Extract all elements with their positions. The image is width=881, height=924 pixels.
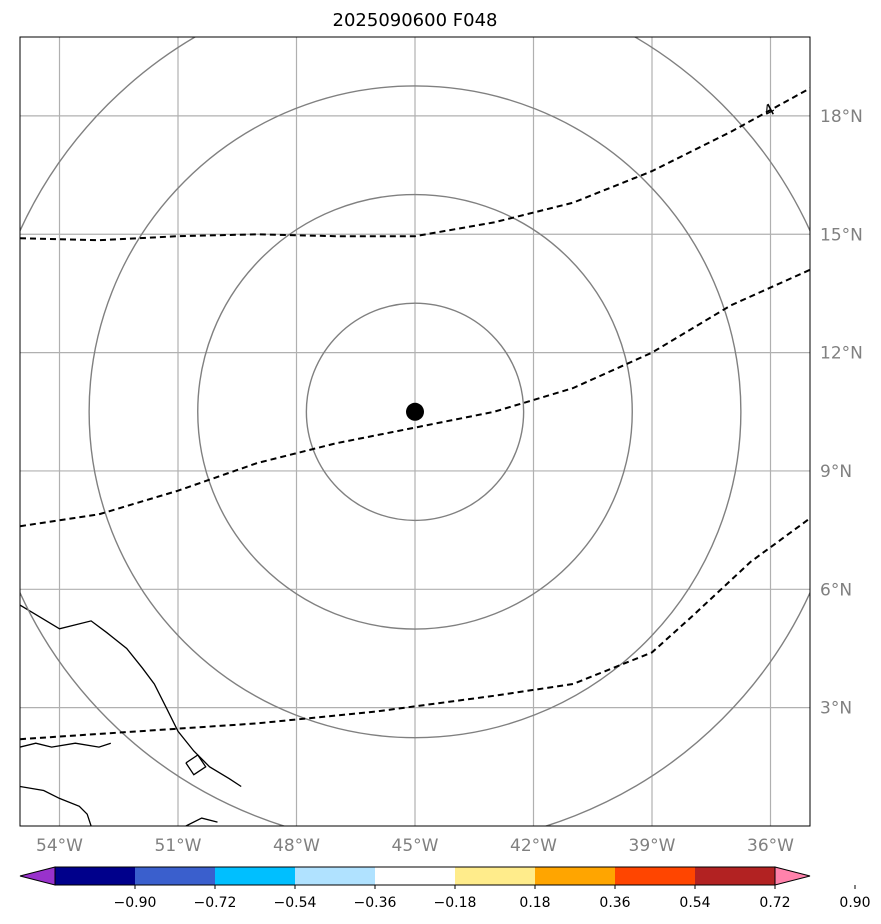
colorbar-tick-label: 0.54 [679, 895, 710, 911]
storm-center-marker [406, 402, 424, 421]
coastline-segment [185, 754, 207, 776]
coastline-segment [185, 817, 218, 826]
colorbar-segment [695, 867, 776, 885]
lat-lon-grid [20, 37, 810, 826]
lon-tick-label: 48°W [273, 836, 320, 856]
lon-tick-label: 51°W [155, 836, 202, 856]
lat-tick-label: 3°N [820, 699, 852, 719]
colorbar-tick-label: −0.54 [274, 895, 317, 911]
contour-line [20, 517, 810, 741]
range-ring [197, 193, 633, 630]
colorbar-tick-label: 0.72 [759, 895, 790, 911]
map-frame [19, 36, 811, 827]
lat-tick-label: 6°N [820, 580, 852, 600]
colorbar-segment [535, 867, 616, 885]
coastline-segment [20, 742, 112, 748]
colorbar-tick-label: 0.90 [839, 895, 870, 911]
colorbar-tick-label: −0.18 [434, 895, 477, 911]
lon-tick-label: 36°W [747, 836, 794, 856]
lon-tick-label: 42°W [510, 836, 557, 856]
colorbar-segment [455, 867, 536, 885]
lat-tick-label: 12°N [820, 344, 863, 364]
colorbar-extend-high [774, 866, 811, 886]
range-ring [305, 302, 525, 522]
axis-tick-labels: 54°W 51°W 48°W 45°W 42°W 39°W 36°W 18°N 15°N 12°N… [36, 107, 863, 856]
range-ring [20, 37, 810, 826]
colorbar-segment [55, 867, 136, 885]
contour-line [20, 268, 810, 528]
colorbar-tick-label: −0.36 [354, 895, 397, 911]
lat-tick-label: 9°N [820, 462, 852, 482]
lat-tick-label: 18°N [820, 107, 863, 127]
lon-tick-label: 54°W [36, 836, 83, 856]
range-ring [88, 85, 742, 739]
dashed-contours [20, 87, 810, 741]
coastline-segment [20, 604, 242, 788]
colorbar-extend-low [19, 866, 56, 886]
colorbar-tick-label: 0.36 [599, 895, 630, 911]
colorbar-segment [375, 867, 456, 885]
range-rings [20, 37, 810, 826]
colorbar: −0.90 −0.72 −0.54 −0.36 −0.18 0.18 0.36 0.54 0.7… [19, 866, 871, 911]
contour-label: 4 [760, 99, 778, 121]
map-title: 2025090600 F048 [333, 10, 498, 31]
colorbar-segment [215, 867, 296, 885]
coastline [20, 604, 242, 826]
coastline-segment [20, 785, 92, 826]
lon-tick-label: 39°W [629, 836, 676, 856]
colorbar-outline [54, 866, 776, 886]
colorbar-tick-label: 0.18 [519, 895, 550, 911]
contour-line [20, 87, 810, 242]
lat-tick-label: 15°N [820, 225, 863, 245]
colorbar-segment [135, 867, 216, 885]
colorbar-tick-label: −0.72 [194, 895, 237, 911]
lon-tick-label: 45°W [392, 836, 439, 856]
colorbar-segment [615, 867, 696, 885]
colorbar-tick-label: −0.90 [114, 895, 157, 911]
colorbar-segment [295, 867, 376, 885]
